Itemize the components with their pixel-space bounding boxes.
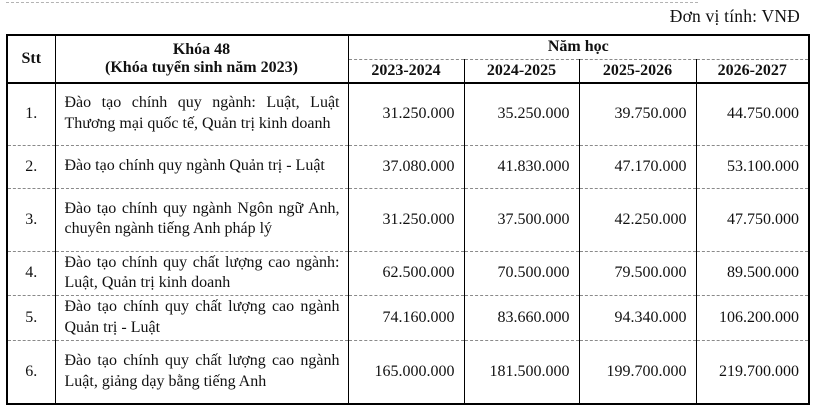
tuition-value: 79.500.000 [578, 251, 697, 296]
tuition-value: 31.250.000 [347, 83, 465, 145]
row-index: 3. [6, 188, 56, 251]
table-header: Stt Khóa 48 (Khóa tuyển sinh năm 2023) N… [6, 35, 810, 83]
table-row: 1. Đào tạo chính quy ngành: Luật, Luật T… [6, 83, 810, 145]
header-year-group: Năm học [347, 35, 810, 60]
header-year-2024-2025: 2024-2025 [463, 59, 580, 83]
program-name: Đào tạo chính quy chất lượng cao ngành L… [54, 340, 349, 404]
table-row: 5. Đào tạo chính quy chất lượng cao ngàn… [6, 295, 810, 341]
tuition-value: 37.080.000 [347, 145, 465, 188]
tuition-value: 47.750.000 [695, 188, 810, 251]
tuition-value: 42.250.000 [578, 188, 697, 251]
page-top-dashed-line [6, 2, 698, 3]
table-row: 4. Đào tạo chính quy chất lượng cao ngàn… [6, 251, 810, 296]
tuition-value: 62.500.000 [347, 251, 465, 296]
tuition-value: 219.700.000 [695, 340, 810, 404]
tuition-value: 31.250.000 [347, 188, 465, 251]
tuition-value: 53.100.000 [695, 145, 810, 188]
program-name: Đào tạo chính quy ngành: Luật, Luật Thươ… [54, 83, 349, 145]
program-name: Đào tạo chính quy chất lượng cao ngành: … [54, 251, 349, 296]
tuition-value: 94.340.000 [578, 295, 697, 341]
table-row: 3. Đào tạo chính quy ngành Ngôn ngữ Anh,… [6, 188, 810, 251]
tuition-value: 106.200.000 [695, 295, 810, 341]
tuition-value: 83.660.000 [463, 295, 580, 341]
row-index: 5. [6, 295, 56, 341]
tuition-fee-table: Stt Khóa 48 (Khóa tuyển sinh năm 2023) N… [6, 34, 811, 405]
header-stt: Stt [6, 35, 56, 83]
tuition-value: 165.000.000 [347, 340, 465, 404]
header-cohort-line1: Khóa 48 [172, 41, 231, 58]
unit-label: Đơn vị tính: VNĐ [669, 6, 800, 26]
tuition-value: 74.160.000 [347, 295, 465, 341]
program-name: Đào tạo chính quy chất lượng cao ngành Q… [54, 295, 349, 341]
tuition-value: 47.170.000 [578, 145, 697, 188]
header-cohort-line2: (Khóa tuyển sinh năm 2023) [105, 59, 298, 76]
header-cohort: Khóa 48 (Khóa tuyển sinh năm 2023) [54, 35, 349, 83]
tuition-value: 199.700.000 [578, 340, 697, 404]
header-year-2023-2024: 2023-2024 [347, 59, 465, 83]
tuition-value: 70.500.000 [463, 251, 580, 296]
tuition-value: 39.750.000 [578, 83, 697, 145]
row-index: 2. [6, 145, 56, 188]
header-year-2025-2026: 2025-2026 [578, 59, 697, 83]
tuition-value: 44.750.000 [695, 83, 810, 145]
tuition-value: 37.500.000 [463, 188, 580, 251]
tuition-value: 181.500.000 [463, 340, 580, 404]
program-name: Đào tạo chính quy ngành Ngôn ngữ Anh, ch… [54, 188, 349, 251]
tuition-value: 41.830.000 [463, 145, 580, 188]
tuition-value: 89.500.000 [695, 251, 810, 296]
program-name: Đào tạo chính quy ngành Quản trị - Luật [54, 145, 349, 188]
row-index: 6. [6, 340, 56, 404]
row-index: 4. [6, 251, 56, 296]
row-index: 1. [6, 83, 56, 145]
table-row: 6. Đào tạo chính quy chất lượng cao ngàn… [6, 340, 810, 404]
tuition-value: 35.250.000 [463, 83, 580, 145]
table-row: 2. Đào tạo chính quy ngành Quản trị - Lu… [6, 145, 810, 188]
header-year-2026-2027: 2026-2027 [695, 59, 810, 83]
